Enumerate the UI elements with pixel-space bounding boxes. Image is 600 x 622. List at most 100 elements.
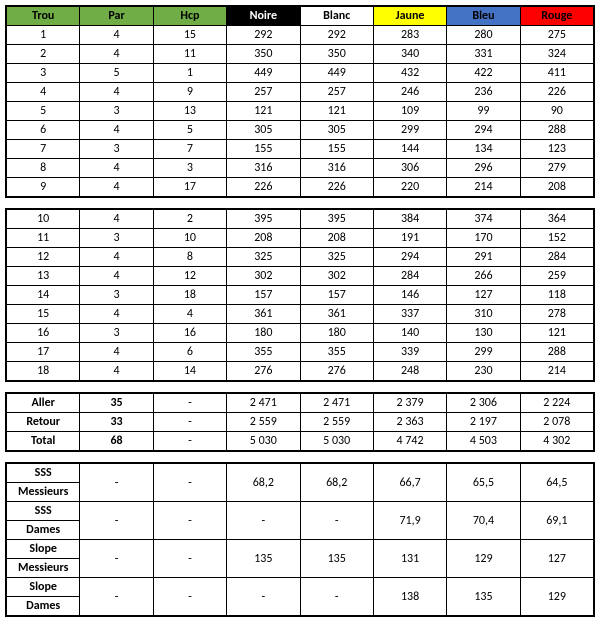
cell: 170 bbox=[447, 229, 520, 248]
cell: 3 bbox=[80, 229, 153, 248]
cell: 226 bbox=[520, 83, 593, 102]
cell: 5 bbox=[80, 64, 153, 83]
cell: 1 bbox=[7, 26, 80, 45]
rating-hcp: - bbox=[153, 502, 226, 540]
rating-val: 70,4 bbox=[447, 502, 520, 540]
total-val: 5 030 bbox=[227, 432, 300, 451]
cell: 12 bbox=[153, 267, 226, 286]
total-val: 2 224 bbox=[520, 394, 593, 413]
cell: 109 bbox=[373, 102, 446, 121]
rating-val: 68,2 bbox=[300, 464, 373, 502]
hole-row: 1042395395384374364 bbox=[7, 210, 594, 229]
cell: 340 bbox=[373, 45, 446, 64]
cell: 7 bbox=[153, 140, 226, 159]
cell: 9 bbox=[153, 83, 226, 102]
scorecard-table: TrouParHcpNoireBlancJauneBleuRouge141529… bbox=[6, 6, 594, 197]
cell: 337 bbox=[373, 305, 446, 324]
cell: 3 bbox=[80, 324, 153, 343]
rating-val: - bbox=[300, 502, 373, 540]
rating-label: SSS bbox=[7, 502, 80, 521]
cell: 3 bbox=[80, 286, 153, 305]
hole-row: 2411350350340331324 bbox=[7, 45, 594, 64]
rating-val: 138 bbox=[373, 578, 446, 616]
rating-val: 69,1 bbox=[520, 502, 593, 540]
cell: 3 bbox=[7, 64, 80, 83]
hole-row: 13412302302284266259 bbox=[7, 267, 594, 286]
cell: 324 bbox=[520, 45, 593, 64]
hole-row: 645305305299294288 bbox=[7, 121, 594, 140]
cell: 275 bbox=[520, 26, 593, 45]
cell: 246 bbox=[373, 83, 446, 102]
cell: 449 bbox=[227, 64, 300, 83]
cell: 99 bbox=[447, 102, 520, 121]
total-val: 2 379 bbox=[373, 394, 446, 413]
cell: 6 bbox=[153, 343, 226, 362]
cell: 355 bbox=[300, 343, 373, 362]
rating-val: - bbox=[227, 578, 300, 616]
hole-row: 351449449432422411 bbox=[7, 64, 594, 83]
cell: 2 bbox=[7, 45, 80, 64]
total-label: Total bbox=[7, 432, 80, 451]
cell: 17 bbox=[153, 178, 226, 197]
total-val: 4 503 bbox=[447, 432, 520, 451]
cell: 123 bbox=[520, 140, 593, 159]
cell: 305 bbox=[227, 121, 300, 140]
cell: 292 bbox=[227, 26, 300, 45]
rating-val: 68,2 bbox=[227, 464, 300, 502]
rating-val: - bbox=[300, 578, 373, 616]
rating-row: SSS--68,268,266,765,564,5 bbox=[7, 464, 594, 483]
cell: 299 bbox=[373, 121, 446, 140]
hole-row: 1746355355339299288 bbox=[7, 343, 594, 362]
rating-label: SSS bbox=[7, 464, 80, 483]
cell: 306 bbox=[373, 159, 446, 178]
col-header-hcp: Hcp bbox=[153, 7, 226, 26]
total-val: 2 197 bbox=[447, 413, 520, 432]
cell: 11 bbox=[7, 229, 80, 248]
cell: 266 bbox=[447, 267, 520, 286]
cell: 226 bbox=[227, 178, 300, 197]
cell: 1 bbox=[153, 64, 226, 83]
cell: 4 bbox=[80, 178, 153, 197]
cell: 146 bbox=[373, 286, 446, 305]
cell: 278 bbox=[520, 305, 593, 324]
hole-row: 843316316306296279 bbox=[7, 159, 594, 178]
cell: 302 bbox=[300, 267, 373, 286]
rating-label: Slope bbox=[7, 578, 80, 597]
cell: 4 bbox=[80, 83, 153, 102]
cell: 134 bbox=[447, 140, 520, 159]
cell: 3 bbox=[153, 159, 226, 178]
total-par: 68 bbox=[80, 432, 153, 451]
cell: 144 bbox=[373, 140, 446, 159]
rating-val: 65,5 bbox=[447, 464, 520, 502]
rating-val: 131 bbox=[373, 540, 446, 578]
cell: 432 bbox=[373, 64, 446, 83]
total-val: 4 742 bbox=[373, 432, 446, 451]
col-header-bleu: Bleu bbox=[447, 7, 520, 26]
cell: 4 bbox=[80, 305, 153, 324]
total-par: 35 bbox=[80, 394, 153, 413]
col-header-trou: Trou bbox=[7, 7, 80, 26]
cell: 208 bbox=[520, 178, 593, 197]
cell: 6 bbox=[7, 121, 80, 140]
hole-row: 1415292292283280275 bbox=[7, 26, 594, 45]
rating-row: Slope--135135131129127 bbox=[7, 540, 594, 559]
cell: 4 bbox=[80, 267, 153, 286]
total-row: Total68-5 0305 0304 7424 5034 302 bbox=[7, 432, 594, 451]
cell: 8 bbox=[153, 248, 226, 267]
cell: 214 bbox=[520, 362, 593, 381]
rating-val: 129 bbox=[447, 540, 520, 578]
cell: 364 bbox=[520, 210, 593, 229]
cell: 279 bbox=[520, 159, 593, 178]
cell: 284 bbox=[373, 267, 446, 286]
col-header-noire: Noire bbox=[227, 7, 300, 26]
cell: 355 bbox=[227, 343, 300, 362]
col-header-rouge: Rouge bbox=[520, 7, 593, 26]
cell: 305 bbox=[300, 121, 373, 140]
cell: 291 bbox=[447, 248, 520, 267]
total-row: Retour33-2 5592 5592 3632 1972 078 bbox=[7, 413, 594, 432]
col-header-par: Par bbox=[80, 7, 153, 26]
scorecard-table: SSS--68,268,266,765,564,5MessieursSSS---… bbox=[6, 463, 594, 616]
total-label: Retour bbox=[7, 413, 80, 432]
cell: 331 bbox=[447, 45, 520, 64]
rating-label: Slope bbox=[7, 540, 80, 559]
